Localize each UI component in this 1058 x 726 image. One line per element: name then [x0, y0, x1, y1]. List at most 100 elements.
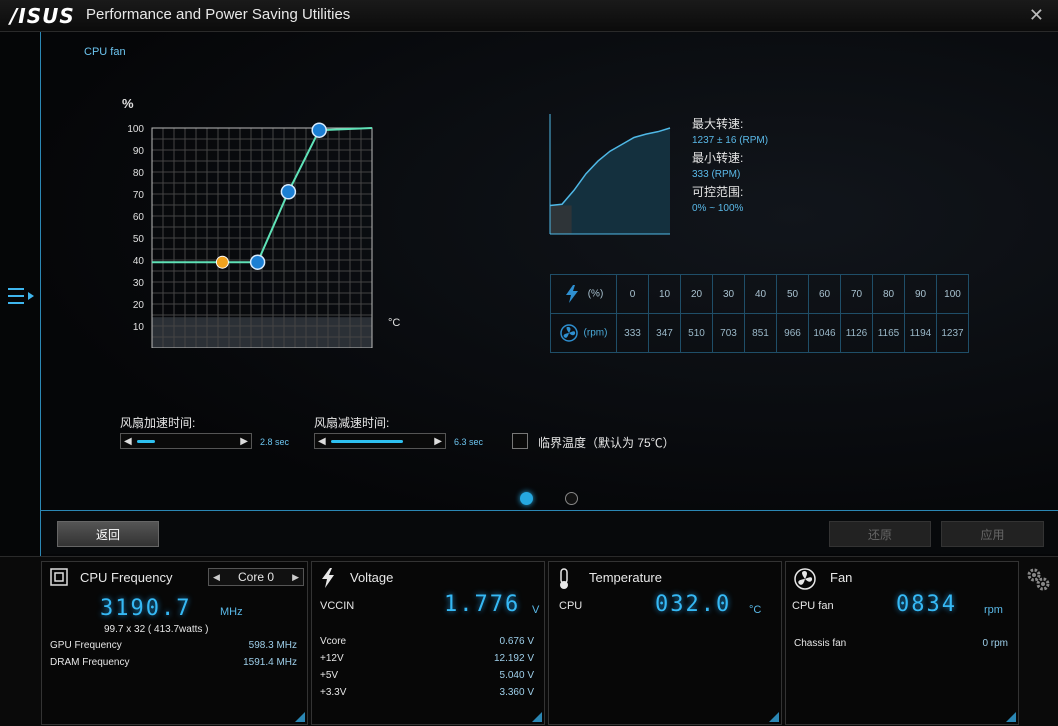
- fan-icon: [559, 324, 578, 342]
- expand-corner-icon[interactable]: [769, 712, 779, 722]
- curve-handle: [249, 254, 266, 270]
- rpm-info: 最大转速: 1237 ± 16 (RPM) 最小转速: 333 (RPM) 可控…: [692, 116, 768, 218]
- v5-value: 5.040 V: [499, 670, 534, 681]
- v33-label: +3.3V: [320, 687, 347, 698]
- lightning-icon: [565, 285, 578, 303]
- spindown-value: 6.3 sec: [454, 437, 484, 447]
- main-panel: CPU fan % °C 100908070605040302010102030…: [0, 32, 1058, 556]
- y-tick-label: 70: [133, 190, 145, 201]
- vcore-label: Vcore: [320, 636, 347, 647]
- expand-corner-icon[interactable]: [295, 712, 305, 722]
- y-tick-label: 40: [133, 256, 145, 267]
- pct-cell: 30: [712, 274, 745, 314]
- close-icon[interactable]: ✕: [1028, 5, 1044, 26]
- pct-cell: 100: [936, 274, 969, 314]
- cpu-fan-label: CPU fan: [792, 600, 834, 612]
- spindown-track[interactable]: [331, 440, 403, 443]
- chart-grid: [151, 127, 373, 348]
- core-next-icon[interactable]: ▶: [292, 572, 299, 582]
- menu-expand-icon[interactable]: [6, 284, 36, 308]
- spinup-label: 风扇加速时间:: [120, 416, 196, 430]
- lightning-icon: [322, 568, 334, 588]
- chassis-fan-value: 0 rpm: [982, 638, 1008, 649]
- y-tick-label: 100: [127, 124, 144, 135]
- cpu-fan-value: 0834: [896, 592, 957, 617]
- rpm-row: (rpm) 333 347 510 703 851 966 1046 1126 1165…: [550, 313, 969, 353]
- vcore-value: 0.676 V: [499, 636, 534, 647]
- cpu-multiplier: 99.7 x 32 ( 413.7watts ): [104, 624, 209, 635]
- curve-handle: [311, 122, 327, 138]
- spinup-increase-icon[interactable]: ▶: [240, 436, 248, 447]
- page-dot-1[interactable]: [520, 492, 533, 505]
- expand-corner-icon[interactable]: [532, 712, 542, 722]
- y-tick-label: 80: [133, 168, 145, 179]
- pct-row: (%) 0 10 20 30 40 50 60 70 80 90 100: [550, 274, 969, 314]
- cpu-temp-label: CPU: [559, 600, 583, 612]
- gear-icon[interactable]: [1024, 565, 1052, 593]
- chip-icon: [50, 568, 68, 586]
- rpm-cell: 1194: [904, 313, 937, 353]
- rpm-cell: 1046: [808, 313, 841, 353]
- fan-panel[interactable]: Fan CPU fan 0834 rpm Chassis fan 0 rpm: [785, 561, 1019, 725]
- y-tick-label: 20: [133, 300, 145, 311]
- thermometer-icon: [560, 568, 568, 589]
- rpm-table: (%) 0 10 20 30 40 50 60 70 80 90 100 (rpm) 33…: [550, 274, 969, 353]
- max-speed-label: 最大转速:: [692, 117, 744, 131]
- spinup-track[interactable]: [137, 440, 155, 443]
- critical-temp-label: 临界温度（默认为 75℃）: [538, 436, 675, 450]
- voltage-panel[interactable]: Voltage VCCIN 1.776 V Vcore 0.676 V +12V…: [311, 561, 545, 725]
- cpu-frequency-value: 3190.7: [100, 596, 192, 621]
- pct-row-header: (%): [550, 274, 617, 314]
- pct-cell: 80: [872, 274, 905, 314]
- window-title: Performance and Power Saving Utilities: [86, 6, 351, 23]
- rpm-cell: 510: [680, 313, 713, 353]
- critical-temp-checkbox[interactable]: [512, 433, 528, 449]
- pct-cell: 10: [648, 274, 681, 314]
- status-footer: CPU Frequency ◀ Core 0 ▶ 3190.7 MHz 99.7…: [0, 556, 1058, 726]
- fan-icon: [794, 568, 816, 590]
- rpm-cell: 333: [616, 313, 649, 353]
- v33-value: 3.360 V: [499, 687, 534, 698]
- core-select[interactable]: ◀ Core 0 ▶: [208, 568, 304, 586]
- rpm-area: [550, 127, 670, 234]
- spinup-decrease-icon[interactable]: ◀: [124, 436, 132, 447]
- pct-cell: 90: [904, 274, 937, 314]
- vccin-value: 1.776: [444, 592, 521, 617]
- spindown-slider[interactable]: ◀ ▶: [314, 433, 446, 449]
- rpm-cell: 1237: [936, 313, 969, 353]
- back-button[interactable]: 返回: [57, 521, 159, 547]
- v5-label: +5V: [320, 670, 339, 681]
- expand-corner-icon[interactable]: [1006, 712, 1016, 722]
- rpm-min-zone: [550, 205, 572, 234]
- apply-button[interactable]: 应用: [941, 521, 1044, 547]
- pct-cell: 60: [808, 274, 841, 314]
- revert-button[interactable]: 还原: [829, 521, 931, 547]
- spindown-decrease-icon[interactable]: ◀: [318, 436, 326, 447]
- cpu-frequency-panel[interactable]: CPU Frequency ◀ Core 0 ▶ 3190.7 MHz 99.7…: [41, 561, 308, 725]
- spinup-slider[interactable]: ◀ ▶: [120, 433, 252, 449]
- y-tick-label: 60: [133, 212, 145, 223]
- y-tick-label: 90: [133, 146, 145, 157]
- rpm-cell: 851: [744, 313, 777, 353]
- vccin-label: VCCIN: [320, 600, 355, 612]
- rpm-curve-preview: [549, 114, 671, 235]
- temperature-panel[interactable]: Temperature CPU 032.0 °C: [548, 561, 782, 725]
- pct-cell: 0: [616, 274, 649, 314]
- spindown-increase-icon[interactable]: ▶: [434, 436, 442, 447]
- rpm-line: [549, 127, 671, 207]
- page-dot-2[interactable]: [565, 492, 578, 505]
- vccin-unit: V: [532, 604, 540, 616]
- pct-cell: 70: [840, 274, 873, 314]
- y-unit-label: %: [122, 98, 134, 111]
- gpu-frequency-label: GPU Frequency: [50, 640, 122, 651]
- fan-title: Fan: [830, 570, 853, 585]
- core-prev-icon[interactable]: ◀: [213, 572, 220, 582]
- range-value: 0% ~ 100%: [692, 203, 744, 214]
- gpu-frequency-value: 598.3 MHz: [248, 640, 297, 651]
- pct-cell: 50: [776, 274, 809, 314]
- curve-point: [215, 255, 229, 269]
- fan-curve-line: [152, 127, 373, 264]
- plot-frame: [151, 127, 373, 348]
- min-speed-label: 最小转速:: [692, 151, 744, 165]
- fan-curve-chart[interactable]: % °C 10090807060504030201010203040506070…: [110, 98, 410, 348]
